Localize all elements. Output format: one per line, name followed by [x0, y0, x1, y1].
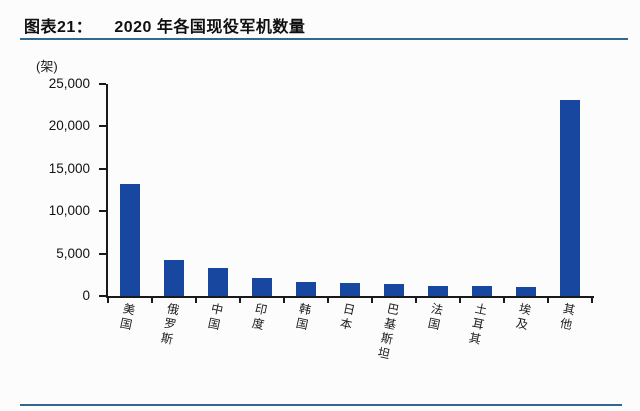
y-axis-line [106, 84, 108, 298]
x-axis-tick-mark [283, 298, 285, 303]
x-axis-label-egypt: 埃及 [512, 301, 533, 334]
bar-egypt [516, 287, 536, 296]
x-axis-tick-mark [151, 298, 153, 303]
x-axis-tick-mark [503, 298, 505, 303]
plot-area [108, 84, 592, 296]
bar-china [208, 268, 228, 296]
x-axis-label-russia: 俄罗斯 [157, 301, 181, 349]
bar-russia [164, 260, 184, 296]
bar-pakistan [384, 284, 404, 296]
y-axis-tick-label: 20,000 [48, 118, 90, 134]
x-axis-label-india: 印度 [248, 301, 269, 334]
x-axis-label-south-korea: 韩国 [292, 301, 313, 334]
x-axis-tick-mark [547, 298, 549, 303]
x-axis-tick-mark [591, 298, 593, 303]
y-axis-tick-label: 5,000 [56, 245, 90, 261]
y-axis-tick-mark [99, 252, 106, 255]
x-axis-label-others: 其他 [556, 301, 577, 334]
y-axis-tick-label: 10,000 [48, 203, 90, 219]
x-axis-label-pakistan: 巴基斯坦 [374, 301, 401, 364]
bar-france [428, 286, 448, 296]
x-axis-label-turkey: 土耳其 [465, 301, 489, 349]
bar-turkey [472, 286, 492, 296]
bar-india [252, 278, 272, 296]
bar-others [560, 100, 580, 296]
x-axis-tick-mark [459, 298, 461, 303]
y-axis-tick-mark [99, 295, 106, 297]
x-axis-label-japan: 日本 [336, 301, 357, 334]
y-axis-tick-mark [99, 83, 106, 85]
bar-japan [340, 283, 360, 296]
bottom-rule [20, 404, 622, 406]
y-axis-tick-mark [99, 210, 106, 213]
x-axis-label-china: 中国 [204, 301, 225, 334]
y-axis-unit-label: (架) [36, 59, 58, 74]
x-axis-tick-mark [239, 298, 241, 303]
bar-usa [120, 184, 140, 296]
x-axis-tick-mark [327, 298, 329, 303]
figure-number-label: 图表21： [24, 19, 93, 36]
bar-south-korea [296, 282, 316, 296]
title-rule [20, 38, 628, 40]
x-axis-tick-mark [415, 298, 417, 303]
x-axis-tick-mark [371, 298, 373, 303]
x-axis-label-france: 法国 [424, 301, 445, 334]
y-axis-tick-label: 25,000 [48, 76, 90, 91]
x-axis-tick-mark [195, 298, 197, 303]
y-axis-tick-mark [99, 125, 106, 128]
figure-title: 2020 年各国现役军机数量 [114, 19, 306, 36]
y-axis-tick-label: 15,000 [48, 160, 90, 176]
y-axis-tick-label: 0 [82, 288, 90, 303]
x-axis-line [106, 296, 594, 298]
x-axis-label-usa: 美国 [116, 301, 137, 334]
figure-header: 图表21： 2020 年各国现役军机数量 [24, 13, 305, 37]
x-axis-tick-mark [107, 298, 109, 303]
y-axis-tick-mark [99, 167, 106, 170]
